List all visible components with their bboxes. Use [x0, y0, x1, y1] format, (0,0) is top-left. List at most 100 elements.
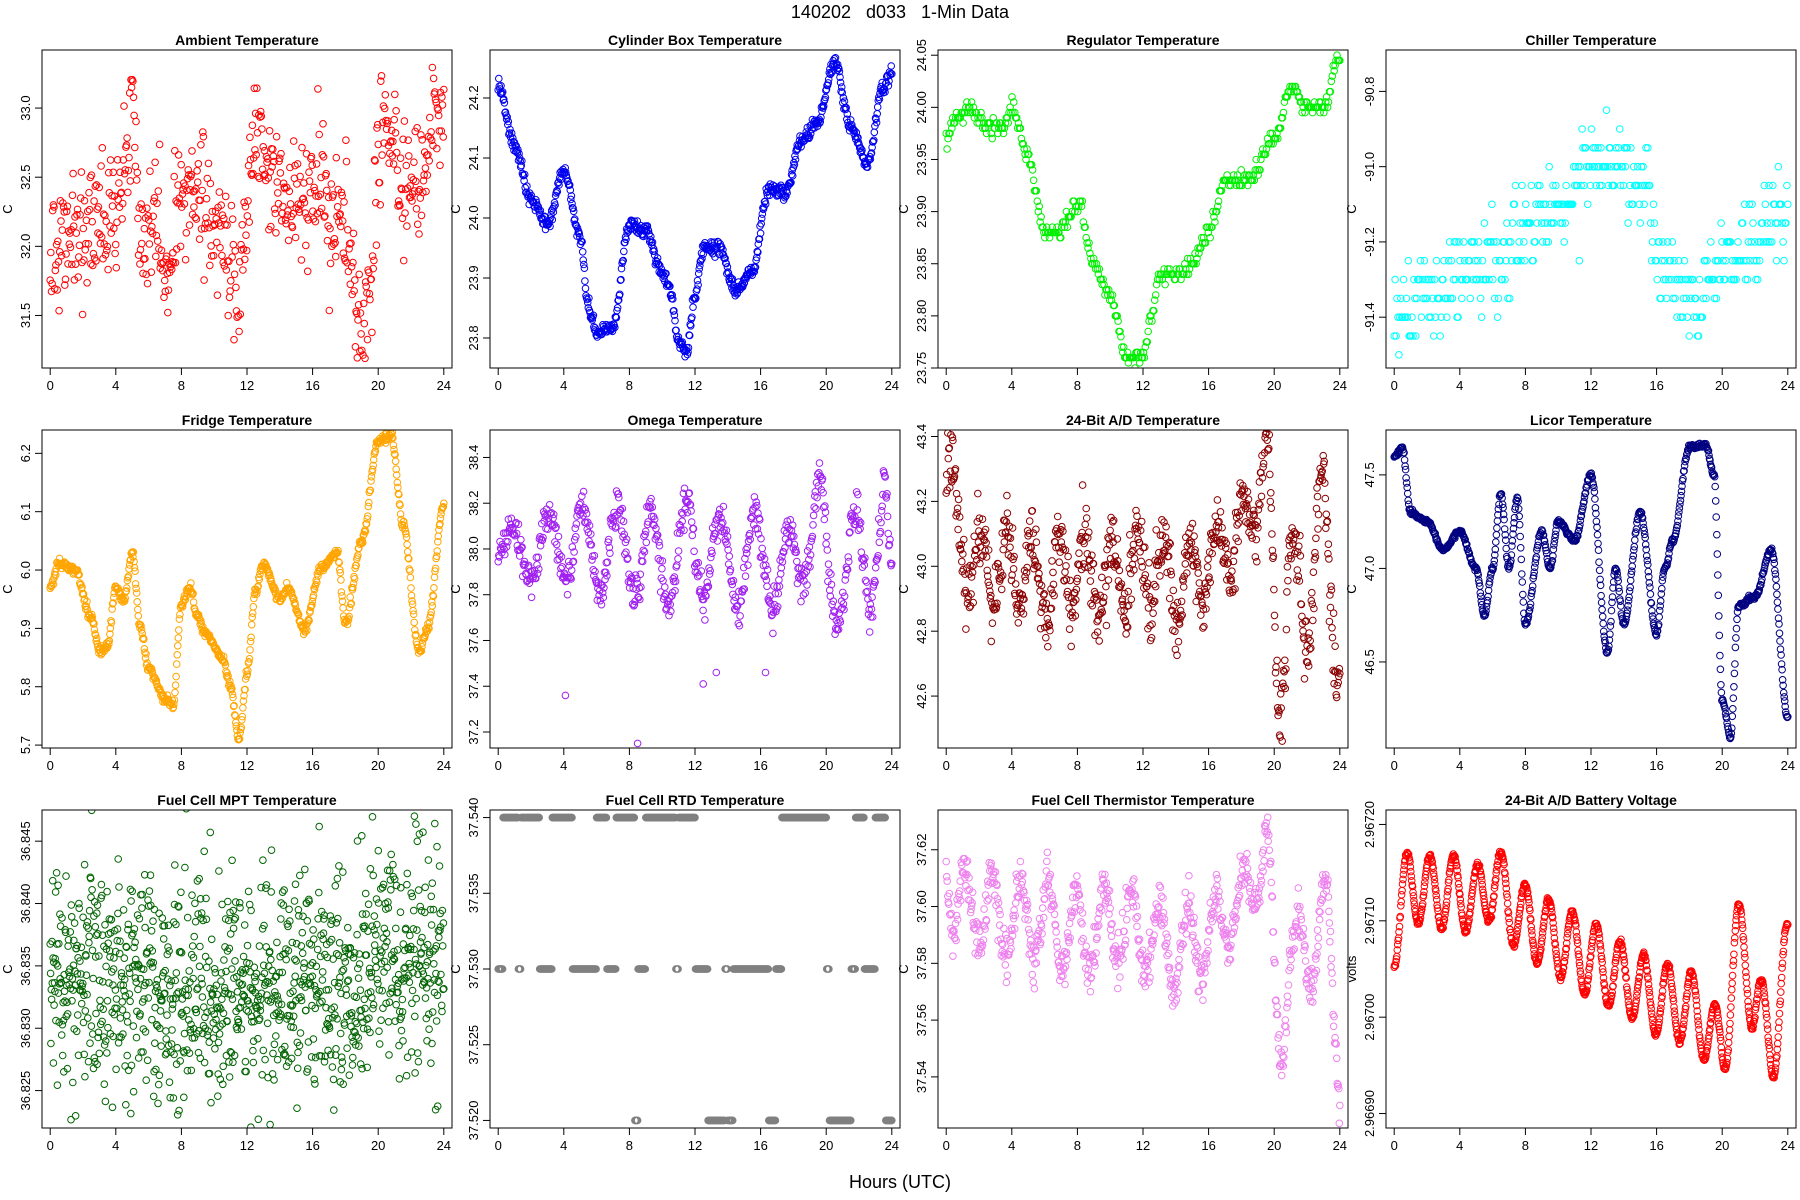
data-point [421, 164, 430, 172]
data-point [1032, 525, 1040, 534]
x-tick-label: 12 [1136, 378, 1150, 393]
data-point [1617, 602, 1625, 610]
data-point [731, 593, 740, 602]
data-point [1151, 582, 1160, 591]
figure-title: 140202 d033 1-Min Data [790, 2, 1010, 22]
data-point [1741, 275, 1750, 284]
data-point [1597, 144, 1605, 152]
data-point [417, 131, 425, 139]
data-point [246, 133, 254, 142]
data-point [1774, 162, 1783, 171]
data-point [1296, 552, 1305, 560]
chart-title: Regulator Temperature [1067, 32, 1220, 48]
data-point [1098, 280, 1106, 289]
data-point [580, 264, 589, 273]
data-point [326, 259, 335, 268]
data-point [1706, 275, 1714, 284]
data-point [523, 182, 531, 190]
data-point [1506, 562, 1514, 570]
data-point [1131, 364, 1139, 368]
data-point [818, 475, 827, 483]
data-point [788, 521, 797, 530]
data-point [359, 299, 368, 308]
data-point [1515, 238, 1523, 246]
data-point [363, 515, 372, 523]
data-point [1400, 448, 1408, 457]
data-point [1596, 581, 1605, 590]
data-point [1135, 353, 1143, 362]
data-point [1328, 624, 1336, 632]
data-point [1009, 565, 1018, 573]
data-point [1104, 576, 1113, 584]
data-point [428, 63, 437, 72]
data-point [1102, 582, 1110, 591]
data-point [1422, 275, 1430, 284]
data-point [1059, 527, 1067, 536]
data-point [57, 251, 66, 260]
data-point [335, 211, 344, 219]
data-point [1161, 533, 1170, 542]
data-point [507, 514, 516, 523]
data-point [1694, 332, 1703, 340]
data-point [1589, 144, 1598, 152]
data-point [874, 515, 883, 523]
data-point [1094, 616, 1102, 624]
data-point [885, 540, 894, 549]
data-point [344, 616, 353, 624]
data-point [774, 589, 783, 598]
data-point [807, 537, 816, 546]
data-point [944, 134, 952, 143]
data-point [403, 184, 412, 192]
data-point [1177, 612, 1185, 621]
data-point [369, 461, 378, 470]
data-point [1014, 119, 1023, 127]
data-point [268, 163, 276, 171]
data-points [942, 430, 1344, 745]
data-point [1426, 275, 1434, 284]
data-point [960, 535, 968, 544]
data-point [561, 691, 570, 700]
data-point [1483, 596, 1492, 605]
data-point [115, 179, 123, 187]
data-point [1293, 566, 1302, 574]
y-tick-label: 37.6 [466, 628, 481, 653]
y-tick-label: 37.4 [466, 674, 481, 699]
x-tick-label: 4 [560, 758, 567, 773]
data-point [1592, 517, 1601, 526]
y-tick-label: 5.7 [18, 736, 33, 754]
data-point [1150, 580, 1158, 589]
data-point [666, 282, 674, 291]
data-point [1402, 474, 1410, 482]
data-point [1399, 275, 1408, 284]
data-point [419, 176, 428, 185]
data-point [80, 196, 89, 205]
data-point [1174, 637, 1183, 646]
data-point [763, 582, 771, 591]
data-point [604, 538, 612, 547]
data-point [1154, 557, 1162, 565]
data-point [1401, 462, 1409, 470]
data-point [1073, 207, 1082, 216]
data-point [855, 517, 863, 525]
data-point [1214, 197, 1223, 205]
data-point [304, 216, 313, 224]
data-point [1227, 574, 1235, 583]
data-point [372, 241, 381, 249]
data-point [180, 200, 189, 208]
data-point [1064, 552, 1072, 561]
data-point [1474, 571, 1482, 579]
data-point [1058, 522, 1066, 531]
data-point [207, 242, 215, 250]
data-point [1580, 493, 1589, 502]
data-point [246, 646, 254, 654]
x-tick-label: 12 [688, 758, 702, 773]
data-point [809, 521, 817, 529]
data-point [677, 526, 685, 534]
data-point [778, 558, 787, 566]
data-point [825, 586, 834, 595]
data-point [572, 520, 581, 528]
data-point [1521, 200, 1530, 209]
data-point [520, 557, 529, 566]
data-point [1200, 622, 1208, 631]
data-point [1084, 244, 1092, 252]
